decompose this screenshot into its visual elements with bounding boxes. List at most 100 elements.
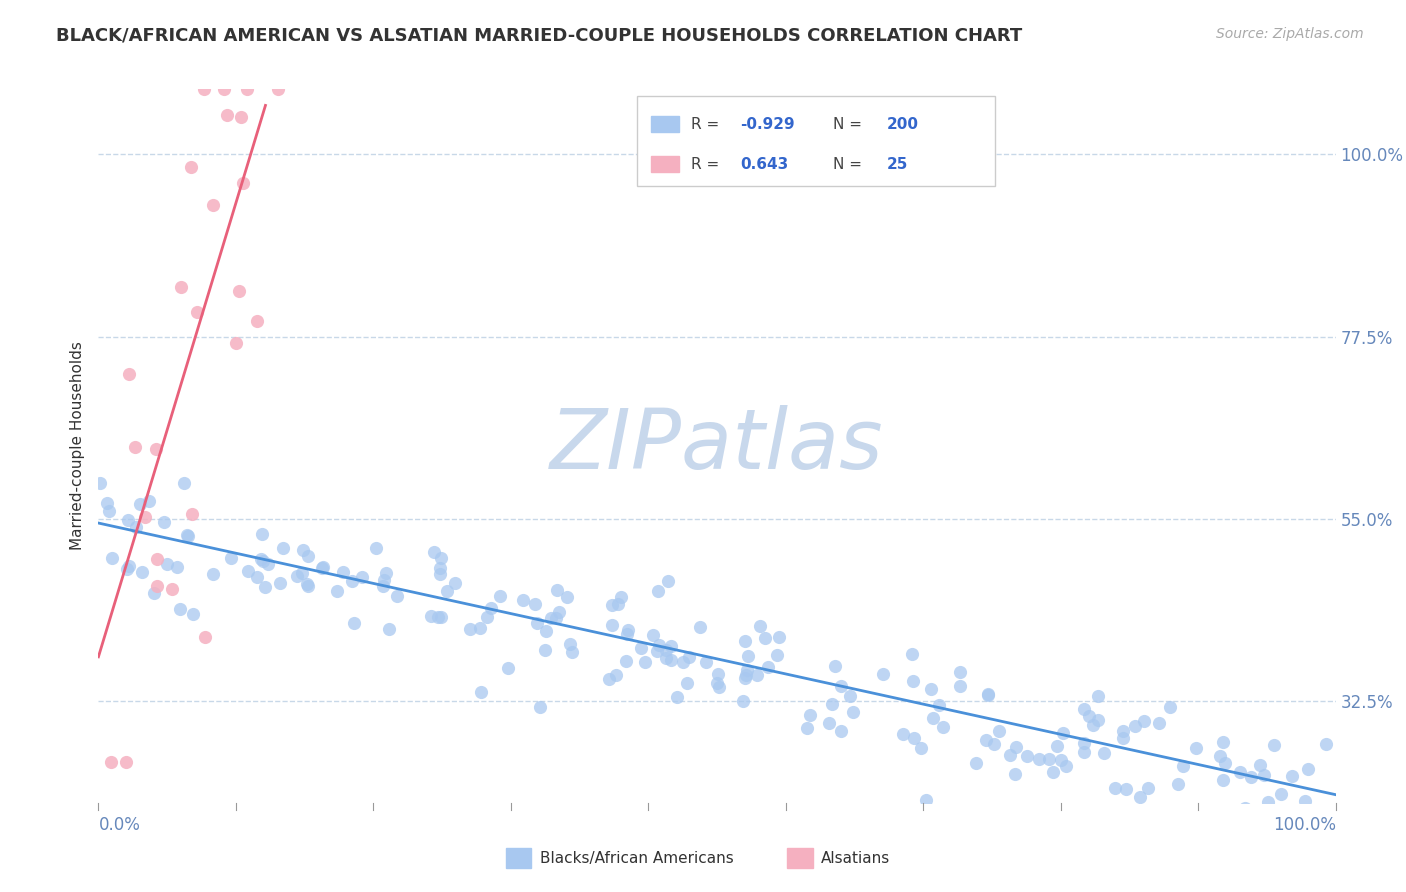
Point [176,528,198,542]
Point [131,566,153,580]
Point [616,626,638,640]
Point [375,566,398,580]
Point [180,161,202,175]
Point [124,440,146,454]
Text: 0.0%: 0.0% [98,816,141,834]
Text: N =: N = [834,157,868,171]
Point [312,560,335,574]
Point [1251,812,1274,826]
Point [645,644,668,658]
Point [1004,767,1026,781]
Point [1077,709,1099,723]
Point [1015,749,1038,764]
Point [659,653,682,667]
Point [524,597,547,611]
Point [903,731,925,746]
Point [118,559,141,574]
Point [97,503,120,517]
Point [818,715,841,730]
Text: 25: 25 [887,157,908,171]
Point [512,593,534,607]
Point [526,616,548,631]
Point [311,561,333,575]
Point [1087,713,1109,727]
Point [544,611,567,625]
Point [695,655,717,669]
Point [292,543,315,558]
Point [125,519,148,533]
Point [641,628,664,642]
Point [949,679,972,693]
Point [731,694,754,708]
Point [1315,737,1337,751]
Point [100,756,122,770]
Point [340,574,363,588]
Point [747,668,769,682]
Point [1253,768,1275,782]
Point [1137,780,1160,795]
Point [841,705,863,719]
Point [1123,719,1146,733]
Point [253,580,276,594]
Point [830,679,852,693]
Point [839,689,862,703]
Point [988,724,1011,739]
Point [1171,812,1194,826]
Point [1133,714,1156,729]
Point [160,582,183,597]
Point [558,637,581,651]
Point [96,496,118,510]
Point [297,549,319,563]
Point [607,597,630,611]
Point [678,649,700,664]
Point [1223,812,1246,826]
Point [1294,794,1316,808]
Point [974,733,997,747]
Point [1185,740,1208,755]
Point [217,108,239,122]
Point [707,667,730,681]
Point [756,660,779,674]
Point [169,602,191,616]
Point [142,586,165,600]
Point [252,554,274,568]
Point [655,642,678,657]
Point [965,756,987,770]
Point [555,590,578,604]
Point [194,630,217,644]
Y-axis label: Married-couple Households: Married-couple Households [70,342,86,550]
Point [364,541,387,555]
Point [676,675,699,690]
Point [295,577,318,591]
Text: R =: R = [692,117,724,132]
Point [1115,781,1137,796]
Point [666,690,689,704]
Point [1212,812,1234,826]
Point [749,619,772,633]
Point [269,575,291,590]
Point [1073,736,1095,750]
Point [983,737,1005,751]
Point [915,792,938,806]
Point [910,740,932,755]
Point [470,621,492,635]
Point [232,176,254,190]
Point [193,82,215,96]
Point [546,583,568,598]
Text: R =: R = [692,157,724,171]
Point [475,610,498,624]
Point [479,601,502,615]
Point [429,609,451,624]
Point [488,590,510,604]
Point [820,698,842,712]
Text: Alsatians: Alsatians [821,851,890,865]
Point [118,367,141,381]
Point [734,633,756,648]
Point [737,649,759,664]
Point [373,573,395,587]
Point [429,561,451,575]
Point [352,570,374,584]
Point [734,671,756,685]
Point [429,566,451,581]
Bar [637,96,995,186]
